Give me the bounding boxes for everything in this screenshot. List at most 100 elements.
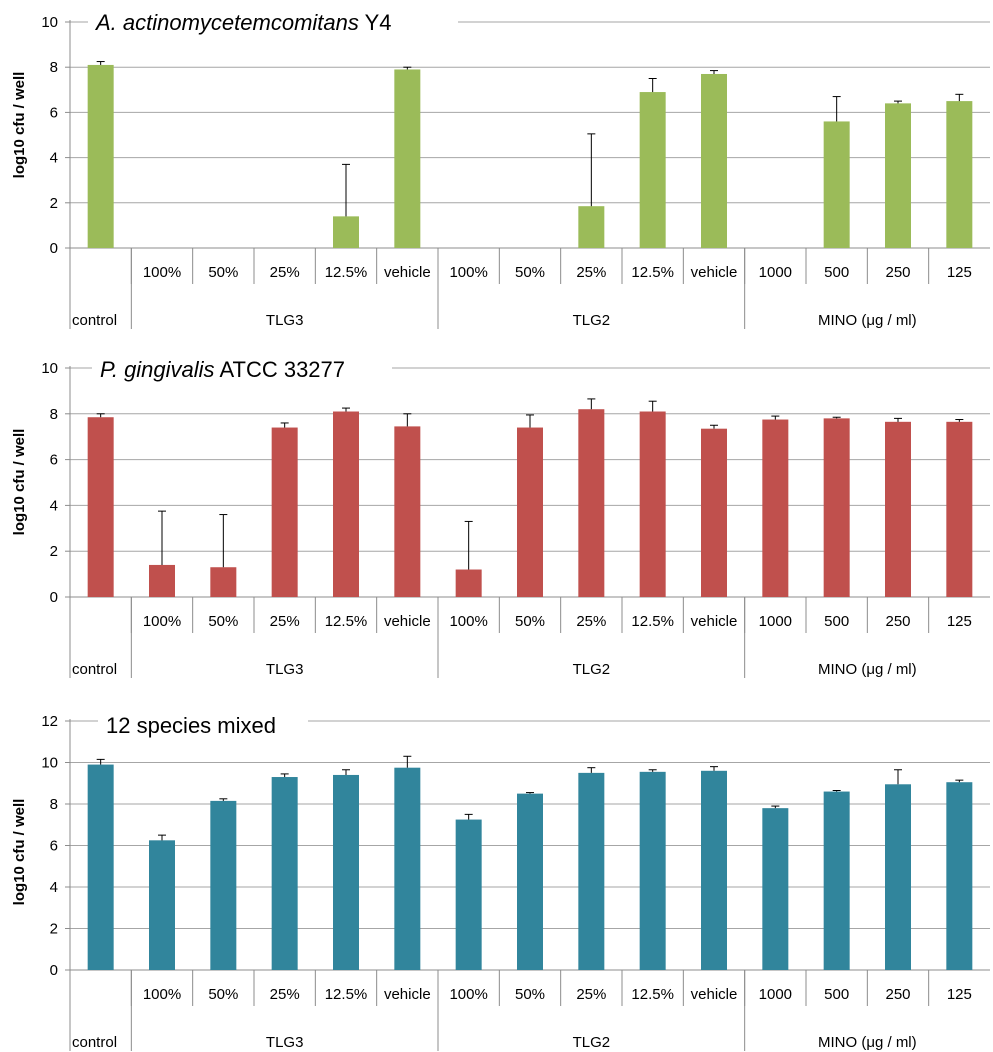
category-label: 12.5% bbox=[631, 264, 674, 281]
chart-panel-3: 0 2 4 6 8 10 12 100% 50% 25% 12.5% vehicle 100% 50% 25… bbox=[11, 713, 990, 1051]
group-label: control bbox=[72, 312, 117, 329]
y-tick-label: 2 bbox=[50, 921, 58, 938]
y-tick-label: 6 bbox=[50, 452, 58, 469]
category-label: 100% bbox=[143, 613, 181, 630]
y-tick-label: 2 bbox=[50, 195, 58, 212]
bar bbox=[455, 819, 482, 970]
chart-panel-1: 0 2 4 6 8 10 100% 50% 25% 12.5% vehicle 100% 50% 25% 1… bbox=[11, 10, 990, 329]
category-label: 25% bbox=[576, 264, 606, 281]
category-label: vehicle bbox=[384, 986, 431, 1003]
bar bbox=[333, 216, 359, 248]
y-tick-label: 4 bbox=[50, 150, 58, 167]
y-tick-label: 0 bbox=[50, 962, 58, 979]
chart-title-italic: P. gingivalis bbox=[100, 357, 215, 382]
bar bbox=[149, 840, 175, 970]
bar bbox=[333, 774, 359, 970]
group-label: MINO (μg / ml) bbox=[818, 312, 917, 329]
y-tick-label: 8 bbox=[50, 406, 58, 423]
category-label: 50% bbox=[515, 986, 545, 1003]
bar bbox=[885, 421, 911, 597]
category-label: 250 bbox=[885, 613, 910, 630]
bar bbox=[823, 121, 850, 248]
category-label: 25% bbox=[576, 986, 606, 1003]
bar bbox=[639, 771, 666, 970]
bar bbox=[333, 411, 359, 597]
bar bbox=[517, 793, 543, 970]
category-label: 125 bbox=[947, 613, 972, 630]
bar bbox=[578, 772, 605, 970]
category-label: 1000 bbox=[759, 613, 792, 630]
group-label: TLG3 bbox=[266, 661, 304, 678]
category-label: vehicle bbox=[384, 264, 431, 281]
chart-title-background bbox=[88, 10, 458, 40]
group-label: control bbox=[72, 661, 117, 678]
category-label: 50% bbox=[515, 264, 545, 281]
y-tick-label: 10 bbox=[41, 14, 58, 31]
bar bbox=[762, 808, 789, 970]
bar bbox=[701, 73, 727, 248]
bar bbox=[639, 92, 666, 248]
category-label: 125 bbox=[947, 986, 972, 1003]
bar bbox=[394, 69, 421, 249]
bar bbox=[885, 103, 911, 248]
category-label: 100% bbox=[143, 986, 181, 1003]
category-label: 500 bbox=[824, 986, 849, 1003]
category-label: 12.5% bbox=[325, 613, 368, 630]
category-label: 100% bbox=[449, 613, 487, 630]
category-label: 25% bbox=[576, 613, 606, 630]
bar bbox=[762, 419, 789, 597]
y-axis-label: log10 cfu / well bbox=[11, 799, 28, 906]
bar bbox=[701, 428, 727, 597]
bar bbox=[271, 427, 298, 597]
bar bbox=[823, 791, 850, 970]
y-tick-label: 4 bbox=[50, 879, 58, 896]
bar bbox=[701, 770, 727, 970]
category-label: 50% bbox=[208, 264, 238, 281]
category-label: 12.5% bbox=[631, 613, 674, 630]
bar bbox=[87, 764, 114, 970]
category-label: 100% bbox=[143, 264, 181, 281]
category-label: 12.5% bbox=[325, 986, 368, 1003]
group-label: TLG3 bbox=[266, 312, 304, 329]
category-label: 100% bbox=[449, 986, 487, 1003]
bar bbox=[87, 417, 114, 597]
bar bbox=[639, 411, 666, 597]
category-label: vehicle bbox=[691, 986, 738, 1003]
category-label: 100% bbox=[449, 264, 487, 281]
category-label: vehicle bbox=[691, 613, 738, 630]
y-tick-label: 0 bbox=[50, 240, 58, 257]
y-tick-label: 6 bbox=[50, 104, 58, 121]
group-label: control bbox=[72, 1034, 117, 1051]
y-tick-label: 10 bbox=[41, 755, 58, 772]
group-label: MINO (μg / ml) bbox=[818, 661, 917, 678]
group-label: MINO (μg / ml) bbox=[818, 1034, 917, 1051]
y-tick-label: 10 bbox=[41, 360, 58, 377]
category-label: 125 bbox=[947, 264, 972, 281]
bar bbox=[210, 800, 237, 970]
category-label: 250 bbox=[885, 986, 910, 1003]
bar bbox=[946, 101, 973, 248]
y-tick-label: 6 bbox=[50, 838, 58, 855]
category-label: vehicle bbox=[691, 264, 738, 281]
category-label: 12.5% bbox=[631, 986, 674, 1003]
category-label: 250 bbox=[885, 264, 910, 281]
y-tick-label: 0 bbox=[50, 589, 58, 606]
y-tick-label: 12 bbox=[41, 713, 58, 730]
chart-title-background bbox=[92, 357, 392, 387]
bar bbox=[455, 569, 482, 597]
chart-title: 12 species mixed bbox=[106, 713, 276, 738]
category-label: 12.5% bbox=[325, 264, 368, 281]
category-label: 25% bbox=[270, 613, 300, 630]
chart-title: A. actinomycetemcomitans Y4 bbox=[94, 10, 392, 35]
category-label: 500 bbox=[824, 613, 849, 630]
y-tick-label: 2 bbox=[50, 543, 58, 560]
group-label: TLG3 bbox=[266, 1034, 304, 1051]
bar bbox=[149, 564, 175, 597]
y-tick-label: 4 bbox=[50, 497, 58, 514]
bar bbox=[885, 784, 911, 970]
category-label: 50% bbox=[208, 613, 238, 630]
chart-title-rest: 12 species mixed bbox=[106, 713, 276, 738]
category-label: 50% bbox=[208, 986, 238, 1003]
group-label: TLG2 bbox=[573, 312, 611, 329]
